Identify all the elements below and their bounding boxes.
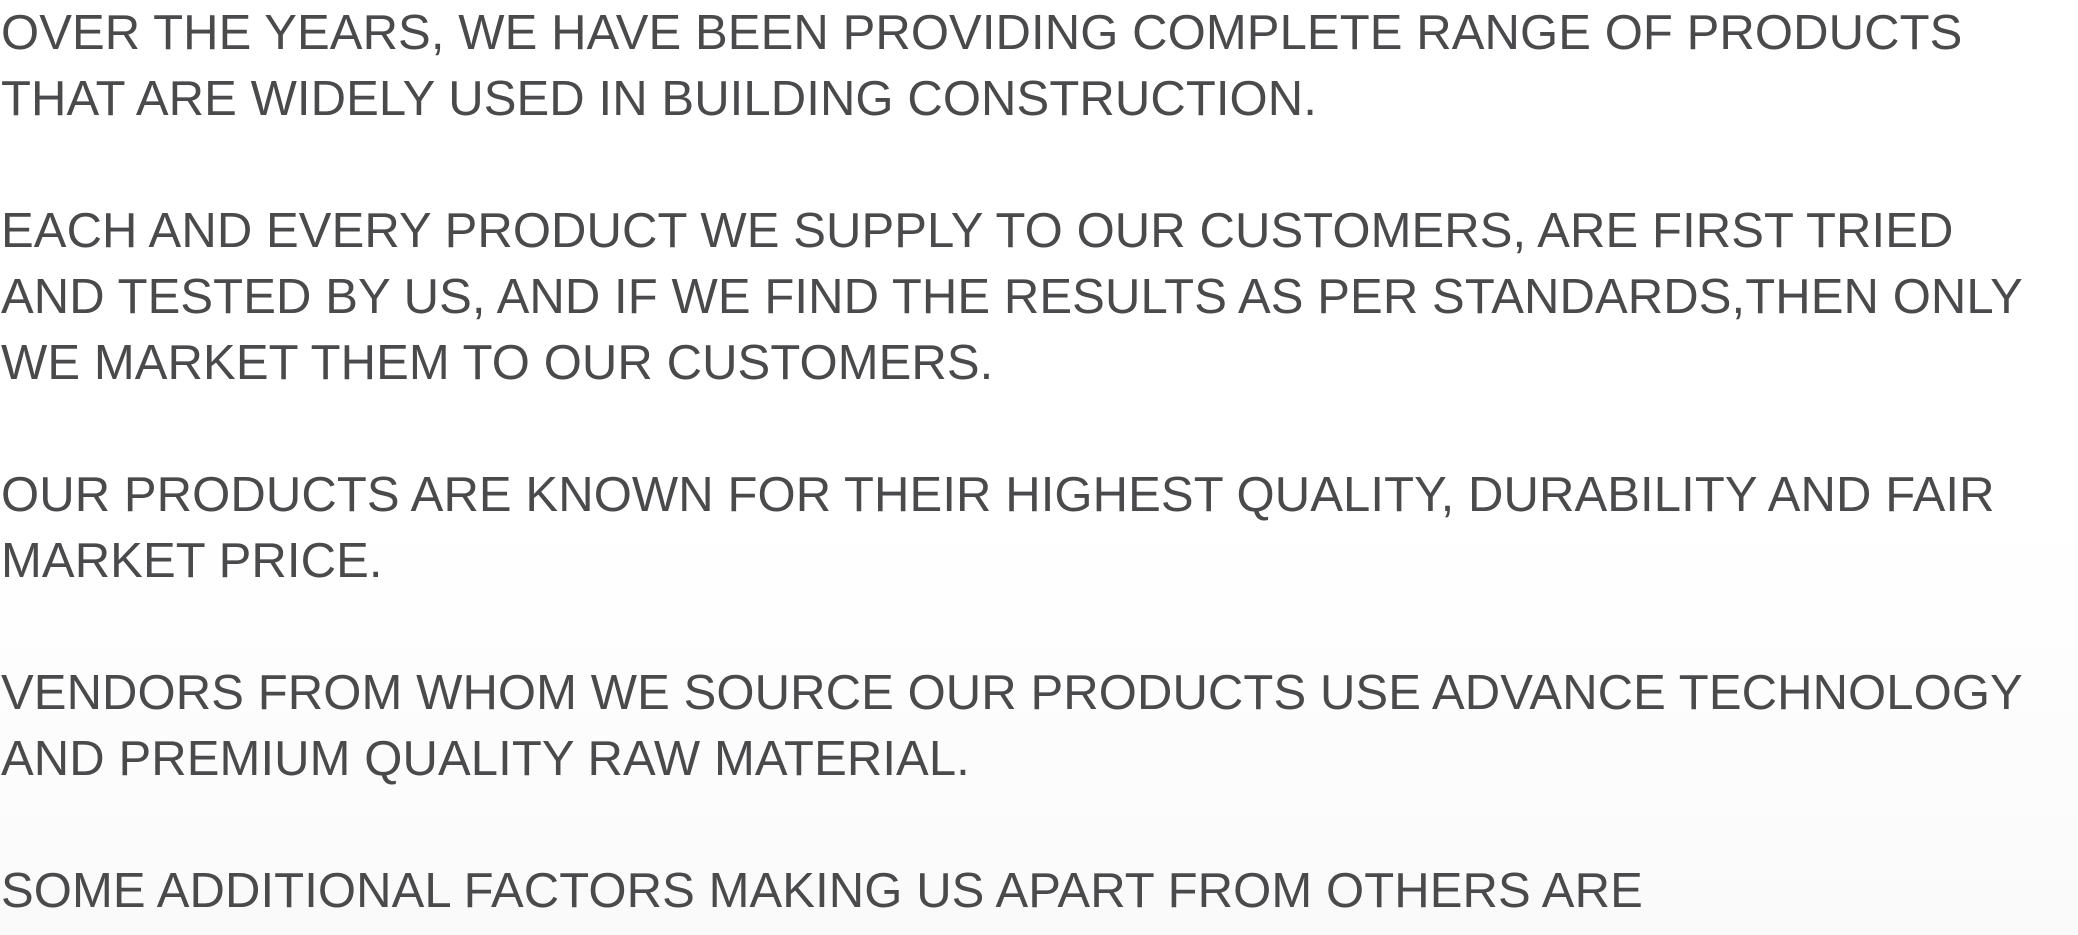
paragraph-line: VENDORS FROM WHOM WE SOURCE OUR PRODUCTS… xyxy=(1,666,2023,720)
paragraph-line: MARKET PRICE. xyxy=(1,534,383,588)
paragraph-line: THAT ARE WIDELY USED IN BUILDING CONSTRU… xyxy=(1,72,1317,126)
paragraph-line: AND TESTED BY US, AND IF WE FIND THE RES… xyxy=(1,270,2023,324)
paragraph-vendors: VENDORS FROM WHOM WE SOURCE OUR PRODUCTS… xyxy=(1,660,2078,792)
paragraph-gap xyxy=(1,792,2078,858)
paragraph-additional-factors: SOME ADDITIONAL FACTORS MAKING US APART … xyxy=(1,858,2078,924)
paragraph-line: OUR PRODUCTS ARE KNOWN FOR THEIR HIGHEST… xyxy=(1,468,1995,522)
paragraph-experience: OVER THE YEARS, WE HAVE BEEN PROVIDING C… xyxy=(1,0,2078,132)
paragraph-quality: OUR PRODUCTS ARE KNOWN FOR THEIR HIGHEST… xyxy=(1,462,2078,594)
paragraph-gap xyxy=(1,132,2078,198)
paragraph-line: OVER THE YEARS, WE HAVE BEEN PROVIDING C… xyxy=(1,6,1963,60)
paragraph-line: SOME ADDITIONAL FACTORS MAKING US APART … xyxy=(1,864,1643,918)
paragraph-testing: EACH AND EVERY PRODUCT WE SUPPLY TO OUR … xyxy=(1,198,2078,396)
paragraph-gap xyxy=(1,396,2078,462)
paragraph-line: AND PREMIUM QUALITY RAW MATERIAL. xyxy=(1,732,970,786)
paragraph-line: WE MARKET THEM TO OUR CUSTOMERS. xyxy=(1,336,994,390)
paragraph-line: EACH AND EVERY PRODUCT WE SUPPLY TO OUR … xyxy=(1,204,1954,258)
paragraph-gap xyxy=(1,594,2078,660)
